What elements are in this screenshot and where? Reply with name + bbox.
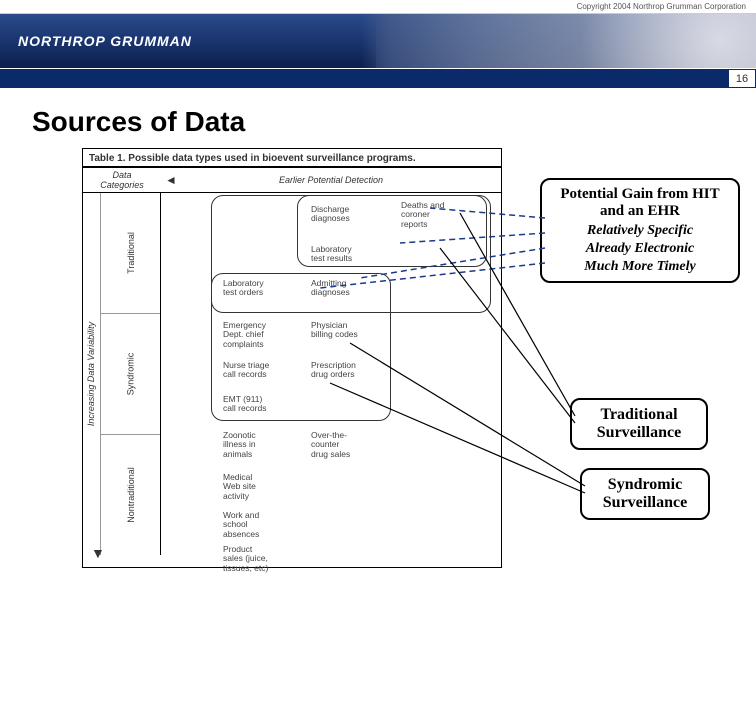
table-caption: Table 1. Possible data types used in bio…: [83, 149, 501, 167]
header-banner: NORTHROP GRUMMAN: [0, 14, 756, 68]
cat-traditional-label: Traditional: [126, 232, 136, 274]
callout-hit-sub2: Already Electronic: [552, 241, 728, 257]
highlight-syndromic: [211, 273, 391, 421]
callout-hit-sub3: Much More Timely: [552, 259, 728, 275]
category-column: Traditional Syndromic Nontraditional: [101, 193, 161, 555]
col-header-right-text: Earlier Potential Detection: [279, 175, 383, 185]
table-body: Increasing Data Variability ▼ Traditiona…: [83, 193, 501, 555]
slide-title: Sources of Data: [32, 106, 756, 138]
table-header-row: Data Categories ◄ Earlier Potential Dete…: [83, 167, 501, 193]
item-otc: Over-the- counter drug sales: [311, 431, 381, 459]
data-grid: Discharge diagnoses Deaths and coroner r…: [161, 193, 501, 555]
page-number: 16: [728, 69, 756, 88]
page-number-stripe: 16: [0, 68, 756, 88]
highlight-traditional: [297, 195, 487, 267]
copyright-bar: Copyright 2004 Northrop Grumman Corporat…: [0, 0, 756, 14]
item-web: Medical Web site activity: [223, 473, 293, 501]
callout-trad-text: Traditional Surveillance: [582, 406, 696, 442]
banner-collage: [192, 14, 756, 68]
cat-nontraditional-label: Nontraditional: [125, 467, 135, 523]
col-header-detection: ◄ Earlier Potential Detection: [161, 175, 501, 185]
callout-traditional: Traditional Surveillance: [570, 398, 708, 450]
y-axis-text: Increasing Data Variability: [87, 322, 97, 426]
company-logo: NORTHROP GRUMMAN: [18, 33, 192, 49]
callout-syndromic: Syndromic Surveillance: [580, 468, 710, 520]
item-product: Product sales (juice, tissues, etc): [223, 545, 293, 573]
callout-hit-sub1: Relatively Specific: [552, 223, 728, 239]
callout-hit-title: Potential Gain from HIT and an EHR: [552, 186, 728, 221]
arrow-left-icon: ◄: [165, 173, 177, 187]
callout-synd-text: Syndromic Surveillance: [592, 476, 698, 512]
y-axis-label: Increasing Data Variability: [83, 193, 101, 555]
cat-syndromic: Syndromic: [101, 314, 160, 435]
callout-hit-ehr: Potential Gain from HIT and an EHR Relat…: [540, 178, 740, 283]
stripe-left: [0, 69, 728, 88]
col-header-categories: Data Categories: [83, 170, 161, 190]
cat-traditional: Traditional: [101, 193, 160, 314]
y-arrow-down-icon: ▼: [91, 545, 105, 561]
item-zoonotic: Zoonotic illness in animals: [223, 431, 293, 459]
item-absences: Work and school absences: [223, 511, 293, 539]
table-figure: Table 1. Possible data types used in bio…: [82, 148, 502, 568]
content-area: Table 1. Possible data types used in bio…: [0, 148, 756, 588]
copyright-text: Copyright 2004 Northrop Grumman Corporat…: [577, 2, 746, 11]
cat-nontraditional: Nontraditional: [101, 435, 160, 555]
cat-syndromic-label: Syndromic: [125, 353, 135, 396]
